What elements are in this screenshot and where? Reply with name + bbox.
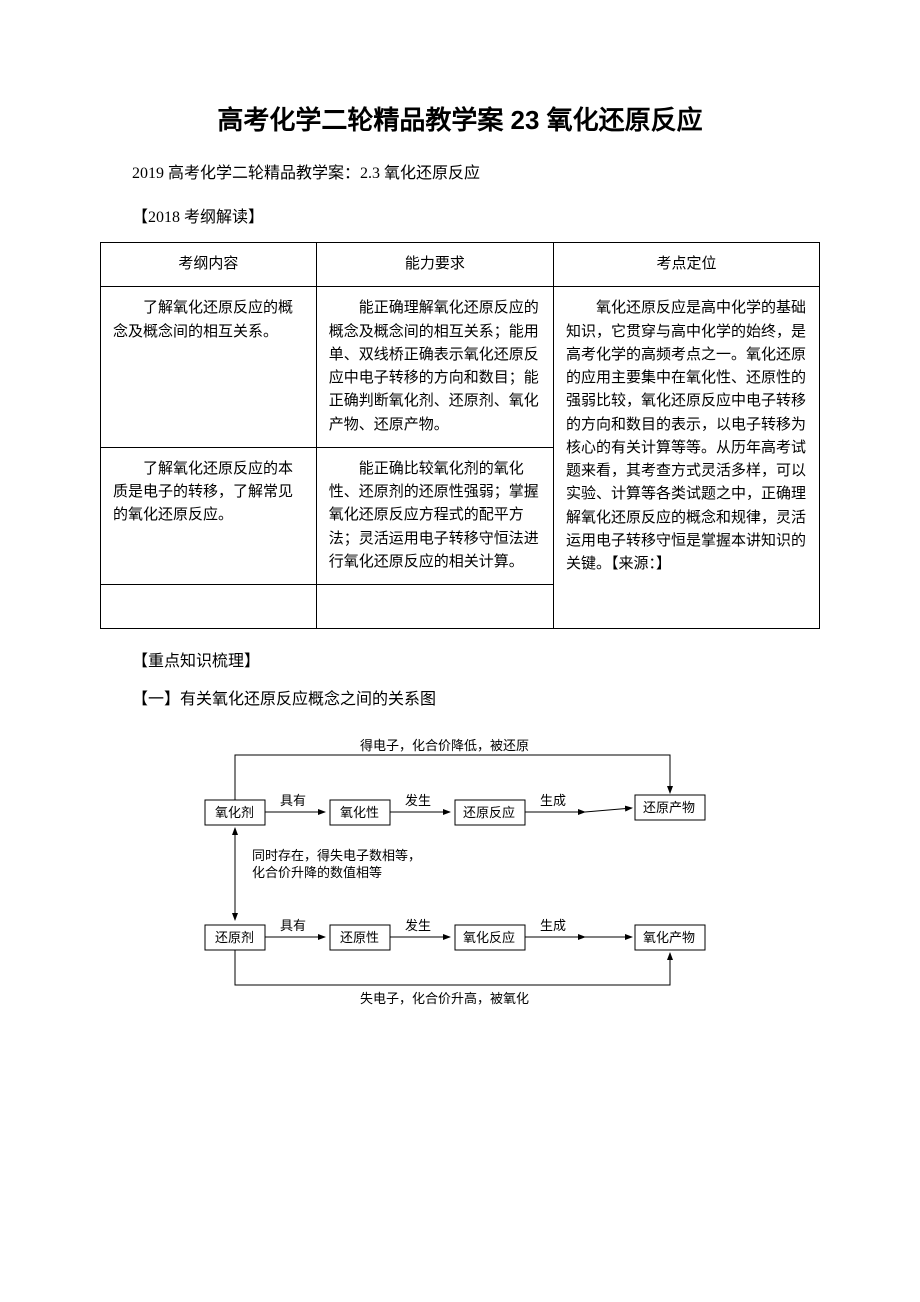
table-header-2: 能力要求 — [316, 243, 553, 287]
table-header-3: 考点定位 — [553, 243, 819, 287]
diagram-box: 氧化产物 — [643, 930, 695, 945]
diagram-svg: 得电子，化合价降低，被还原 氧化剂 具有 氧化性 发生 还原反应 生成 还原产物… — [180, 725, 740, 1015]
diagram-top-label: 得电子，化合价降低，被还原 — [360, 738, 529, 753]
diagram-arrow-label: 发生 — [405, 918, 431, 933]
table-row: 了解氧化还原反应的概念及概念间的相互关系。 能正确理解氧化还原反应的概念及概念间… — [101, 287, 820, 448]
diagram-middle-label-1: 同时存在，得失电子数相等， — [252, 848, 421, 863]
table-cell: 能正确比较氧化剂的氧化性、还原剂的还原性强弱；掌握氧化还原反应方程式的配平方法；… — [316, 447, 553, 584]
table-cell: 了解氧化还原反应的概念及概念间的相互关系。 — [101, 287, 317, 448]
table-cell-empty — [101, 585, 317, 629]
table-header-1: 考纲内容 — [101, 243, 317, 287]
diagram-middle-label-2: 化合价升降的数值相等 — [252, 865, 382, 880]
diagram-box: 氧化反应 — [463, 930, 515, 945]
table-header-row: 考纲内容 能力要求 考点定位 — [101, 243, 820, 287]
exam-outline-header: 【2018 考纲解读】 — [100, 205, 820, 231]
diagram-box: 还原性 — [340, 930, 379, 945]
subtitle: 2019 高考化学二轮精品教学案：2.3 氧化还原反应 — [100, 161, 820, 187]
diagram-box: 还原剂 — [215, 930, 254, 945]
diagram-box: 氧化性 — [340, 805, 379, 820]
diagram-bottom-label: 失电子，化合价升高，被氧化 — [360, 991, 529, 1006]
diagram-arrow-label: 具有 — [280, 793, 306, 808]
diagram-arrow-label: 生成 — [540, 793, 566, 808]
diagram-box: 还原产物 — [643, 800, 695, 815]
relation-header: 【一】有关氧化还原反应概念之间的关系图 — [100, 687, 820, 713]
diagram-box: 还原反应 — [463, 805, 515, 820]
page-title: 高考化学二轮精品教学案 23 氧化还原反应 — [100, 100, 820, 137]
table-cell-empty — [316, 585, 553, 629]
diagram-arrow-label: 发生 — [405, 793, 431, 808]
table-cell: 了解氧化还原反应的本质是电子的转移，了解常见的氧化还原反应。 — [101, 447, 317, 584]
diagram-box: 氧化剂 — [215, 805, 254, 820]
diagram-arrow-label: 生成 — [540, 918, 566, 933]
table-cell-merged: 氧化还原反应是高中化学的基础知识，它贯穿与高中化学的始终，是高考化学的高频考点之… — [553, 287, 819, 629]
knowledge-header: 【重点知识梳理】 — [100, 649, 820, 675]
table-cell: 能正确理解氧化还原反应的概念及概念间的相互关系；能用单、双线桥正确表示氧化还原反… — [316, 287, 553, 448]
relation-diagram: 得电子，化合价降低，被还原 氧化剂 具有 氧化性 发生 还原反应 生成 还原产物… — [180, 725, 740, 1020]
content-table: 考纲内容 能力要求 考点定位 了解氧化还原反应的概念及概念间的相互关系。 能正确… — [100, 242, 820, 629]
diagram-arrow-label: 具有 — [280, 918, 306, 933]
